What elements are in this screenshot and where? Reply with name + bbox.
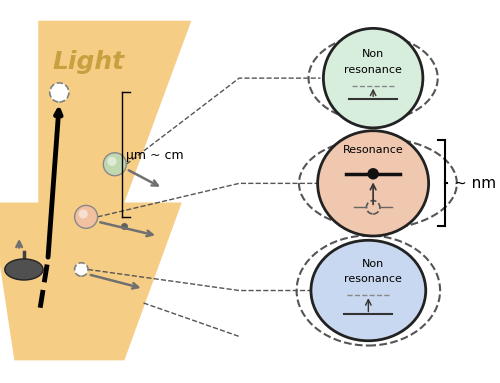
Circle shape [74, 205, 98, 228]
Text: Light: Light [52, 49, 125, 74]
Text: μm ~ cm: μm ~ cm [126, 149, 184, 162]
Circle shape [50, 83, 69, 102]
Circle shape [368, 168, 379, 180]
Text: Resonance: Resonance [343, 145, 404, 155]
Text: ~ nm: ~ nm [454, 176, 496, 191]
Circle shape [74, 263, 88, 276]
Text: resonance: resonance [344, 65, 402, 75]
Text: resonance: resonance [344, 274, 402, 284]
Ellipse shape [5, 259, 43, 280]
Circle shape [108, 157, 116, 166]
Circle shape [324, 28, 423, 128]
Circle shape [78, 210, 88, 219]
Circle shape [104, 153, 126, 176]
Ellipse shape [318, 131, 428, 236]
Text: Non: Non [362, 259, 384, 269]
Polygon shape [0, 21, 192, 360]
Ellipse shape [311, 240, 426, 341]
Text: Non: Non [362, 49, 384, 59]
